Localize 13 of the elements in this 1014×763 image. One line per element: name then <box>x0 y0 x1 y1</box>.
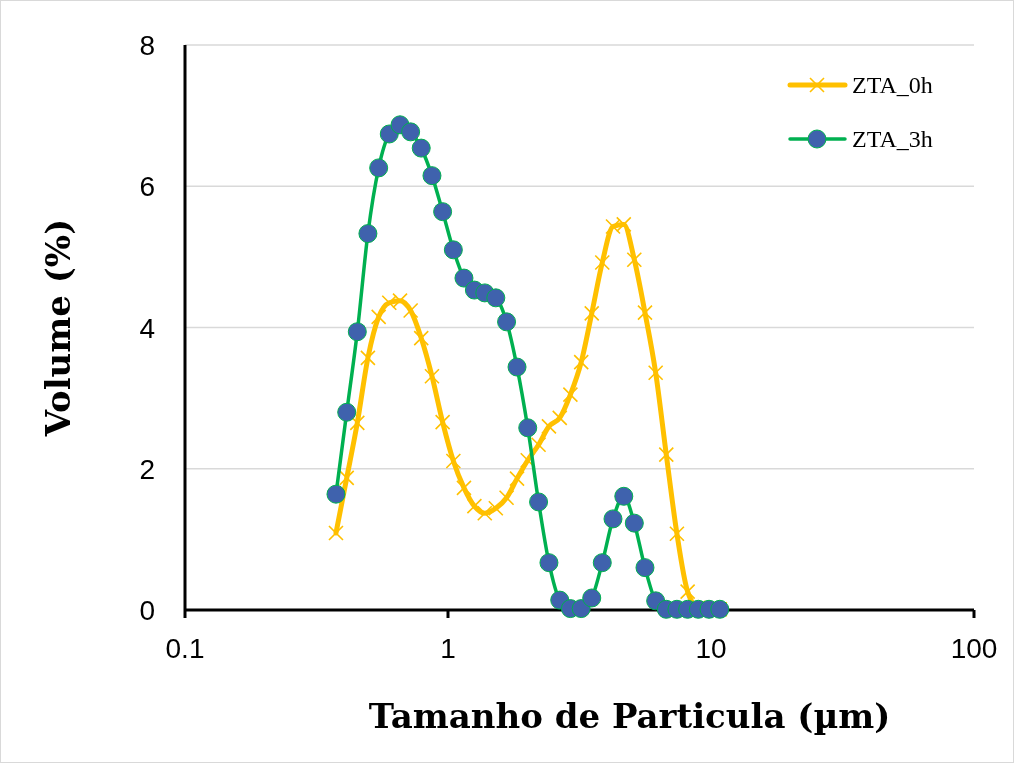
x-tick-label: 0.1 <box>165 633 205 664</box>
x-tick-label: 100 <box>950 633 998 664</box>
y-tick-label: 4 <box>139 312 155 344</box>
legend-label: ZTA_0h <box>852 72 933 98</box>
y-tick-label: 6 <box>139 171 155 203</box>
x-axis-title: Tamanho de Particula (µm) <box>368 696 891 736</box>
y-axis-title: Volume (%) <box>38 218 78 438</box>
y-tick-label: 2 <box>139 453 155 485</box>
x-tick-label: 10 <box>695 633 727 664</box>
x-tick-label: 1 <box>440 633 456 664</box>
y-tick-label: 0 <box>139 595 155 626</box>
y-tick-label: 8 <box>139 30 155 61</box>
legend-label: ZTA_3h <box>852 126 933 152</box>
